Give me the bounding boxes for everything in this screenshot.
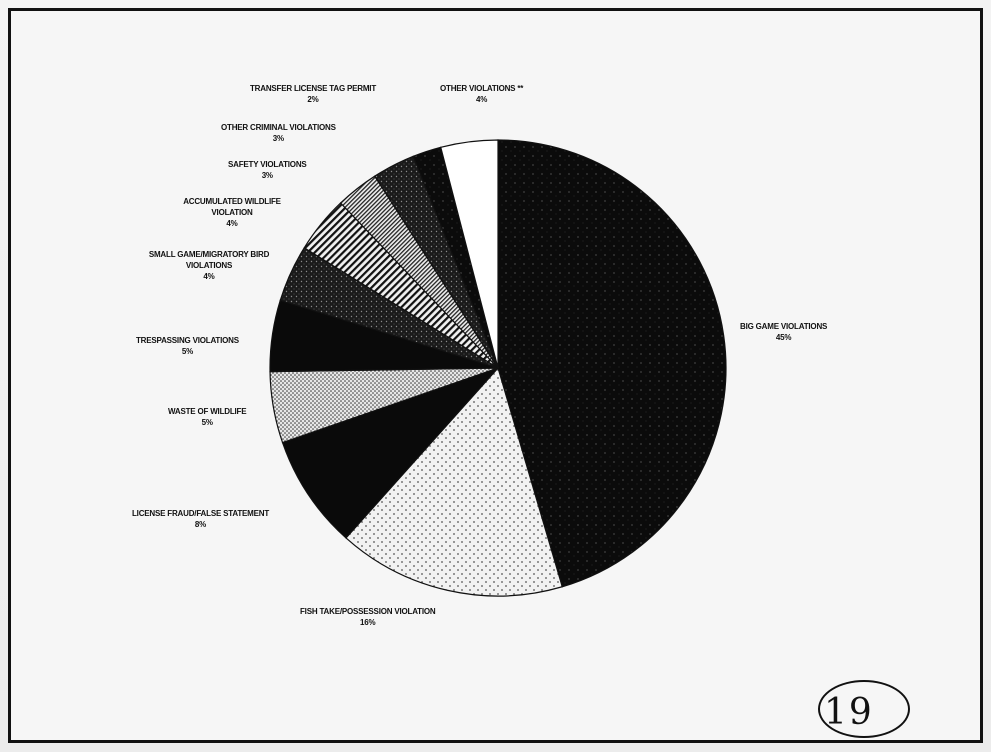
slice-label-safety: SAFETY VIOLATIONS 3% (228, 160, 307, 180)
slice-label-fish-take: FISH TAKE/POSSESSION VIOLATION 16% (300, 607, 436, 627)
pie-slice-big-game-violations (497, 139, 727, 588)
pie-slice-license-fraud-false-statement (281, 366, 500, 539)
slice-label-trespassing: TRESPASSING VIOLATIONS 5% (136, 336, 239, 356)
slice-label-other-violations: OTHER VIOLATIONS ** 4% (440, 84, 524, 104)
slice-label-small-game: SMALL GAME/MIGRATORY BIRD VIOLATIONS 4% (148, 250, 270, 281)
slice-label-license-fraud: LICENSE FRAUD/FALSE STATEMENT 8% (132, 509, 270, 529)
page-number-circle (818, 680, 910, 738)
slice-label-big-game: BIG GAME VIOLATIONS 45% (740, 322, 828, 342)
slice-label-transfer-license: TRANSFER LICENSE TAG PERMIT 2% (250, 84, 377, 104)
slice-label-waste-of-wildlife: WASTE OF WILDLIFE 5% (168, 407, 247, 427)
page-number: 19 (824, 692, 874, 733)
pie-slice-fish-take-possession-violation (345, 366, 563, 597)
slice-label-accumulated-wildlife: ACCUMULATED WILDLIFE VIOLATION 4% (183, 197, 281, 228)
pie-slice-other-violations (440, 139, 499, 369)
slice-label-other-criminal: OTHER CRIMINAL VIOLATIONS 3% (221, 123, 336, 143)
